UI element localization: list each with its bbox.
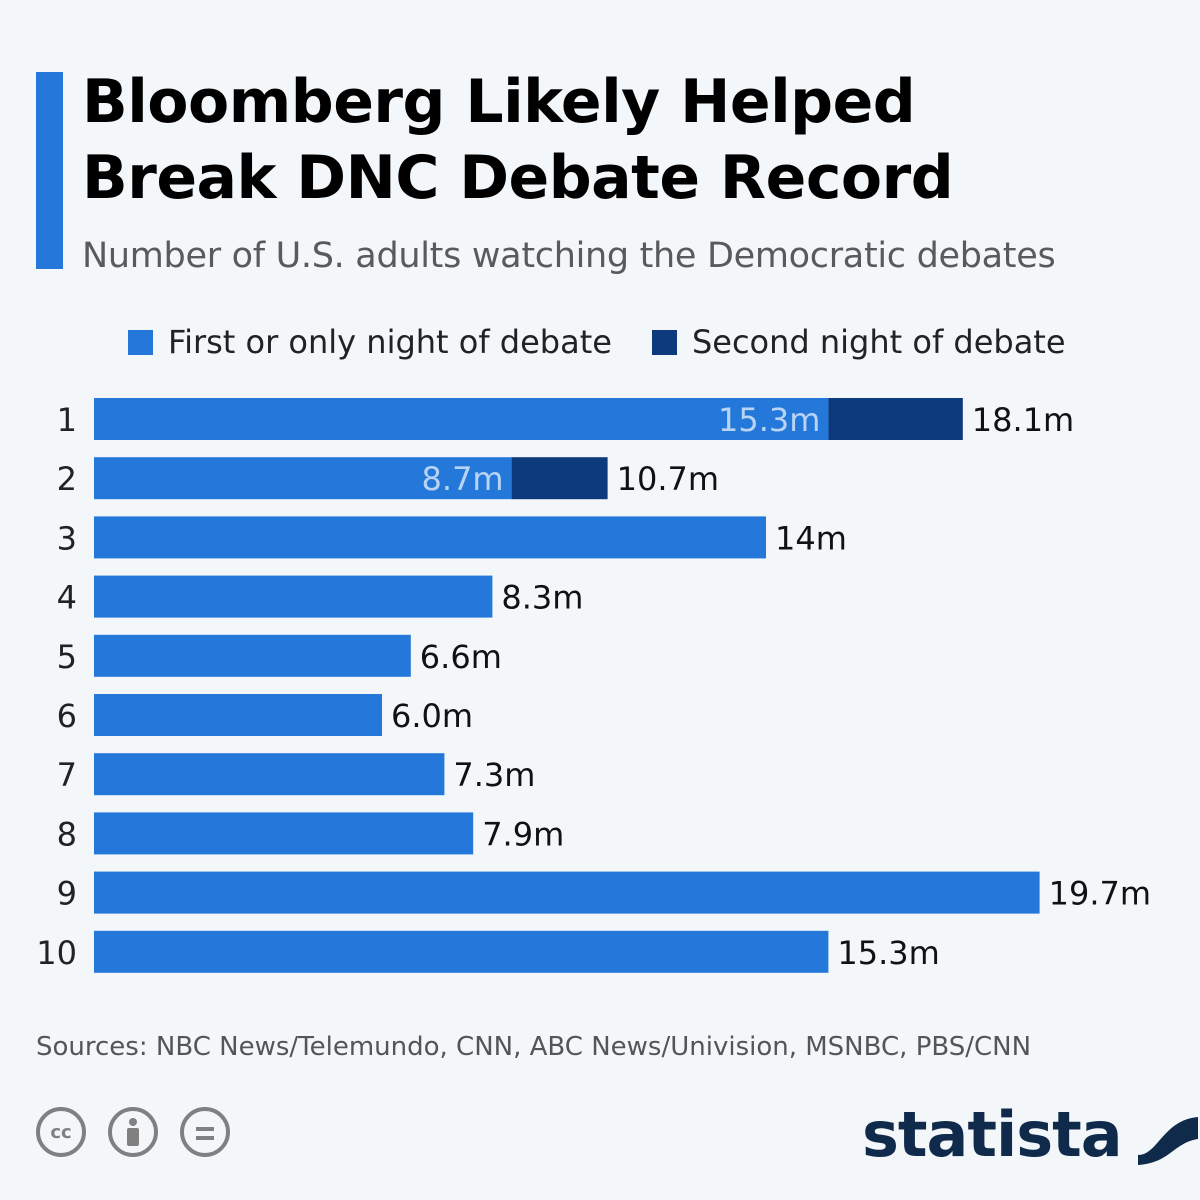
legend-label-first-night: First or only night of debate (168, 323, 612, 361)
legend-item-second-night: Second night of debate (651, 323, 1066, 361)
bar-first-night (94, 398, 829, 440)
category-label: 2 (57, 460, 77, 498)
bar-first-night (94, 575, 493, 618)
bar-value-label: 6.6m (420, 638, 502, 676)
brand-wordmark: statista (862, 1098, 1123, 1171)
bar-first-night (94, 930, 829, 973)
bar-first-night (94, 694, 382, 736)
category-label: 8 (57, 815, 77, 853)
category-label: 6 (57, 697, 77, 735)
bar-first-night (94, 516, 766, 559)
bar-value-label: 8.3m (501, 579, 583, 617)
bar-first-night (94, 634, 411, 677)
source-note: Sources: NBC News/Telemundo, CNN, ABC Ne… (36, 1032, 1032, 1062)
chart-title-line-1: Bloomberg Likely Helped (82, 67, 916, 137)
title-accent-bar (36, 72, 63, 269)
chart-subtitle: Number of U.S. adults watching the Democ… (82, 236, 1056, 276)
bar-value-label: 10.7m (617, 460, 719, 498)
bar-inner-label: 8.7m (422, 460, 504, 498)
chart-title: Bloomberg Likely Helped Break DNC Debate… (82, 64, 954, 216)
category-label: 9 (57, 875, 77, 913)
category-label: 7 (57, 756, 77, 794)
category-label: 10 (36, 934, 77, 972)
creative-commons-icon[interactable]: cc (36, 1107, 86, 1157)
bar-value-label: 15.3m (837, 934, 939, 972)
legend-swatch-second-night (651, 329, 677, 355)
legend-swatch-first-night (128, 329, 153, 355)
attribution-person-head (129, 1118, 137, 1126)
category-label: 1 (57, 401, 77, 439)
legend-item-first-night: First or only night of debate (128, 323, 612, 361)
bar-inner-label: 15.3m (718, 401, 820, 439)
bar-value-label: 14m (775, 519, 847, 557)
bar-chart: 1 15.3m 18.1m 2 8.7m 10.7m 3 14m 4 8.3m 5 6.6m 6 6.0m… (36, 398, 1151, 973)
bar-second-night (511, 457, 608, 500)
bar-value-label: 7.9m (482, 815, 564, 853)
license-icons: cc (36, 1107, 252, 1157)
category-label: 5 (57, 638, 77, 676)
bar-value-label: 19.7m (1049, 875, 1151, 913)
creative-commons-text: cc (50, 1121, 72, 1143)
no-derivatives-icon[interactable] (180, 1107, 230, 1157)
equals-bar-top (196, 1127, 214, 1131)
attribution-person-body (127, 1128, 139, 1146)
legend-label-second-night: Second night of debate (691, 323, 1066, 361)
bar-first-night (94, 753, 445, 796)
bar-second-night (828, 398, 963, 440)
bar-value-label: 18.1m (972, 401, 1074, 439)
chart-title-line-2: Break DNC Debate Record (82, 143, 954, 213)
bar-value-label: 7.3m (453, 756, 535, 794)
bar-first-night (94, 457, 512, 500)
statista-brand[interactable]: statista (862, 1098, 1198, 1171)
category-label: 4 (57, 579, 77, 617)
bar-first-night (94, 812, 474, 855)
statista-logo-icon (1137, 1104, 1198, 1165)
bar-value-label: 6.0m (391, 697, 473, 735)
category-label: 3 (57, 519, 77, 557)
chart-legend: First or only night of debate Second nig… (128, 320, 1106, 364)
attribution-icon[interactable] (108, 1107, 158, 1157)
bar-first-night (94, 871, 1040, 914)
equals-bar-bottom (196, 1136, 214, 1140)
